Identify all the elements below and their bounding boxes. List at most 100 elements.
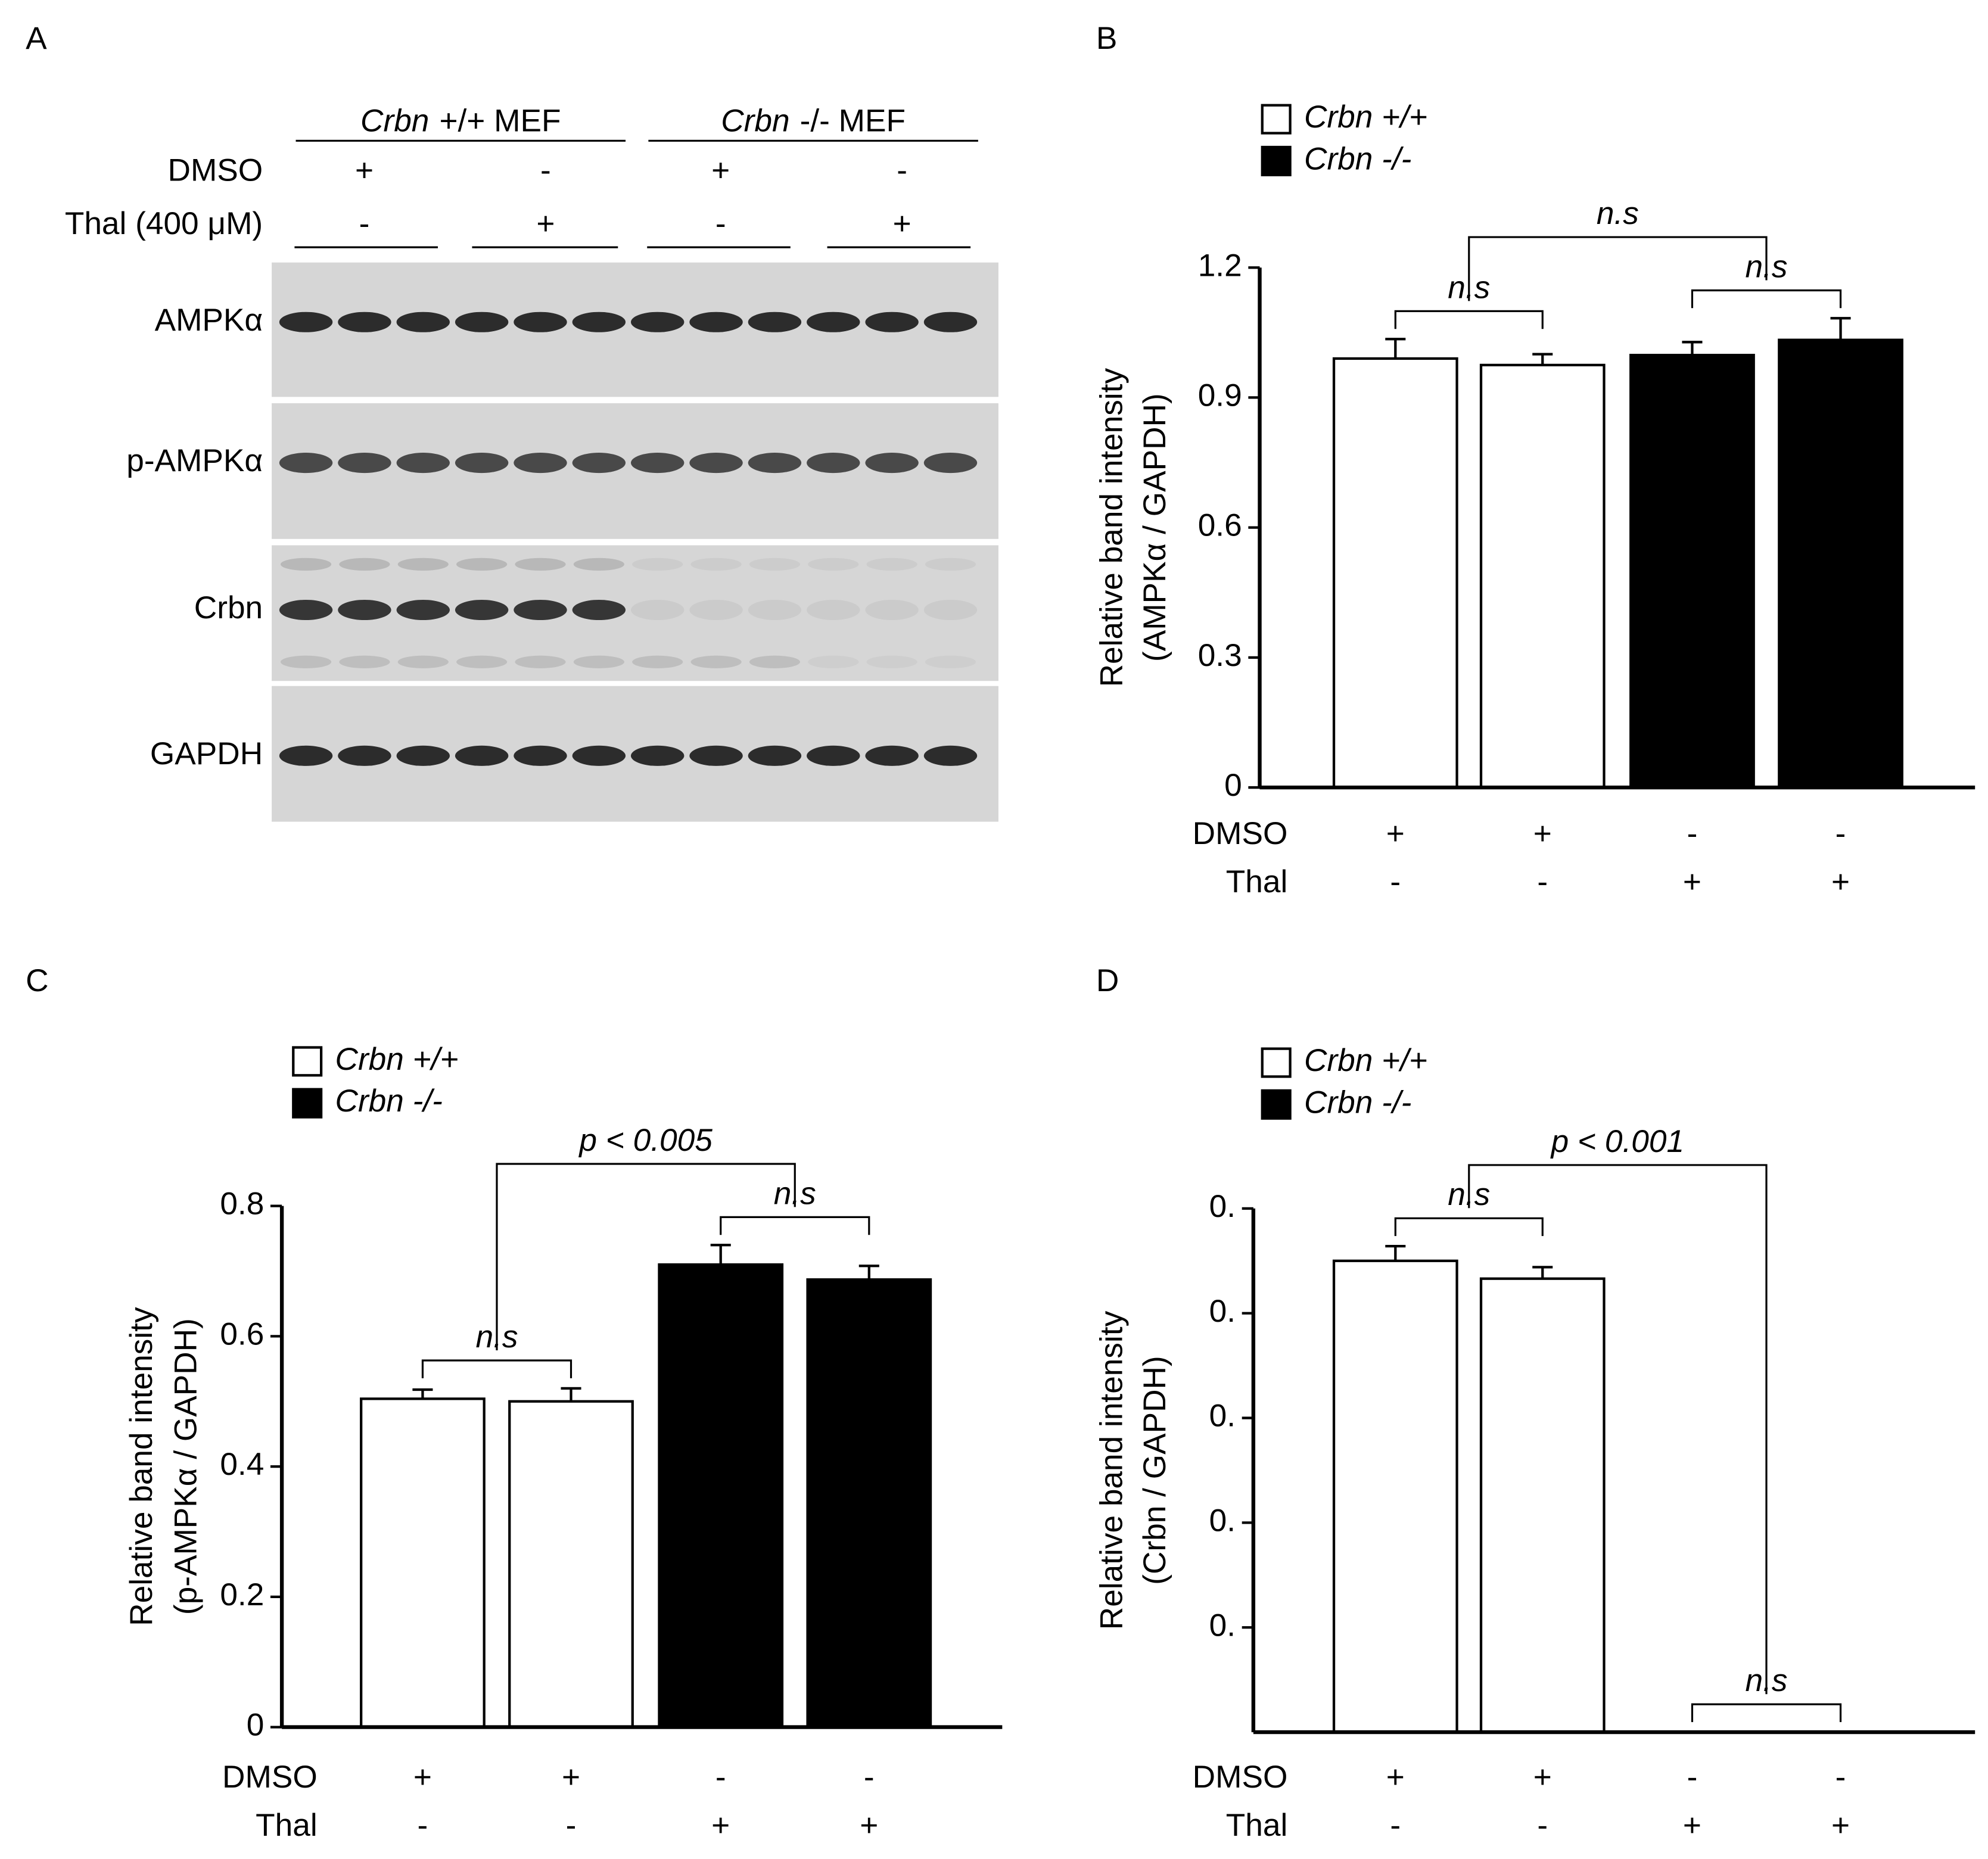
y-tick-label: 0.4	[220, 1447, 264, 1482]
bracket-line	[720, 1216, 870, 1235]
y-tick-label: 0.	[1209, 1608, 1236, 1643]
y-axis-label: Relative band intensity	[1094, 1310, 1130, 1630]
band	[689, 599, 743, 621]
treatment-name: Thal (400 μM)	[65, 206, 263, 241]
y-axis-label: (AMPKα / GAPDH)	[1137, 393, 1172, 662]
condition-mark: +	[1533, 1760, 1552, 1795]
y-tick-label: 0.9	[1198, 378, 1242, 413]
band	[279, 453, 333, 474]
band	[338, 745, 391, 766]
comparison-label: p < 0.005	[578, 1123, 713, 1158]
condition-mark: +	[1386, 816, 1405, 851]
bracket-line	[1468, 1164, 1768, 1695]
error-bar	[1830, 317, 1851, 340]
band	[572, 745, 626, 766]
band	[396, 312, 450, 332]
bracket-line	[1394, 1217, 1544, 1237]
comparison-bracket: p < 0.005	[496, 1123, 796, 1350]
condition-mark: +	[562, 1760, 580, 1795]
legend-swatch	[1261, 145, 1292, 176]
band	[455, 312, 509, 332]
y-tick-label: 0.	[1209, 1503, 1236, 1538]
condition-name: Thal	[1226, 1808, 1288, 1843]
band	[514, 312, 567, 332]
faint-band	[339, 655, 390, 668]
band	[807, 745, 860, 766]
band	[689, 312, 743, 332]
legend-swatch	[1261, 1047, 1292, 1078]
band	[514, 453, 567, 474]
band	[455, 745, 509, 766]
condition-mark: +	[1831, 864, 1850, 899]
faint-band	[866, 655, 917, 668]
legend-label: Crbn +/+	[1304, 99, 1427, 135]
band	[923, 599, 978, 621]
y-tick-label: 0	[1224, 768, 1242, 803]
condition-name: Thal	[1226, 864, 1288, 899]
band	[279, 599, 333, 621]
y-tick-label: 0.	[1209, 1189, 1236, 1224]
condition-mark: -	[418, 1808, 428, 1843]
condition-name: DMSO	[1193, 816, 1288, 851]
bracket-line	[1691, 1703, 1842, 1723]
condition-name: DMSO	[1193, 1760, 1288, 1795]
bar	[360, 1397, 486, 1729]
bar	[658, 1263, 784, 1729]
faint-band	[280, 558, 332, 571]
error-bar	[412, 1388, 433, 1399]
band	[279, 312, 333, 332]
band	[865, 453, 919, 474]
group-header: Crbn -/- MEF	[721, 104, 906, 139]
condition-mark: -	[1390, 864, 1401, 899]
faint-band	[397, 558, 449, 571]
band	[923, 312, 978, 332]
condition-mark: +	[1683, 864, 1701, 899]
legend-label: Crbn -/-	[1304, 141, 1411, 176]
band	[807, 312, 860, 332]
legend-swatch	[1261, 104, 1292, 135]
band	[455, 599, 509, 621]
group-header: Crbn +/+ MEF	[360, 104, 561, 139]
condition-mark: -	[715, 1760, 726, 1795]
y-tick-label: 0.6	[1198, 508, 1242, 543]
band	[807, 453, 860, 474]
band	[807, 599, 860, 621]
band	[572, 599, 626, 621]
faint-band	[280, 655, 332, 668]
panel-label: C	[26, 963, 48, 998]
treatment-mark: -	[897, 153, 907, 188]
error-bar	[710, 1244, 731, 1265]
condition-mark: +	[413, 1760, 432, 1795]
bar	[806, 1278, 932, 1729]
band	[630, 599, 685, 621]
band	[748, 312, 802, 332]
band	[455, 453, 509, 474]
group-label: -/- MEF	[800, 104, 906, 139]
bar	[1332, 1259, 1458, 1734]
legend-swatch	[292, 1088, 323, 1119]
band	[572, 453, 626, 474]
panel-label: B	[1096, 21, 1118, 56]
bar	[1479, 363, 1606, 789]
y-tick-label: 0.	[1209, 1399, 1236, 1434]
condition-name: DMSO	[222, 1760, 318, 1795]
panel-label: A	[26, 21, 47, 56]
faint-band	[690, 655, 742, 668]
treatment-name: DMSO	[168, 153, 263, 188]
y-tick-label: 0.	[1209, 1294, 1236, 1329]
band	[923, 745, 978, 766]
band	[865, 312, 919, 332]
treatment-mark: +	[355, 153, 374, 188]
condition-mark: -	[1835, 816, 1846, 851]
panel-label: D	[1096, 963, 1119, 998]
blot-label: p-AMPKα	[126, 443, 263, 478]
faint-band	[808, 655, 859, 668]
band	[865, 745, 919, 766]
band	[748, 745, 802, 766]
band	[865, 599, 919, 621]
condition-mark: -	[1390, 1808, 1401, 1843]
condition-mark: -	[566, 1808, 577, 1843]
faint-band	[397, 655, 449, 668]
band	[396, 745, 450, 766]
band	[572, 312, 626, 332]
